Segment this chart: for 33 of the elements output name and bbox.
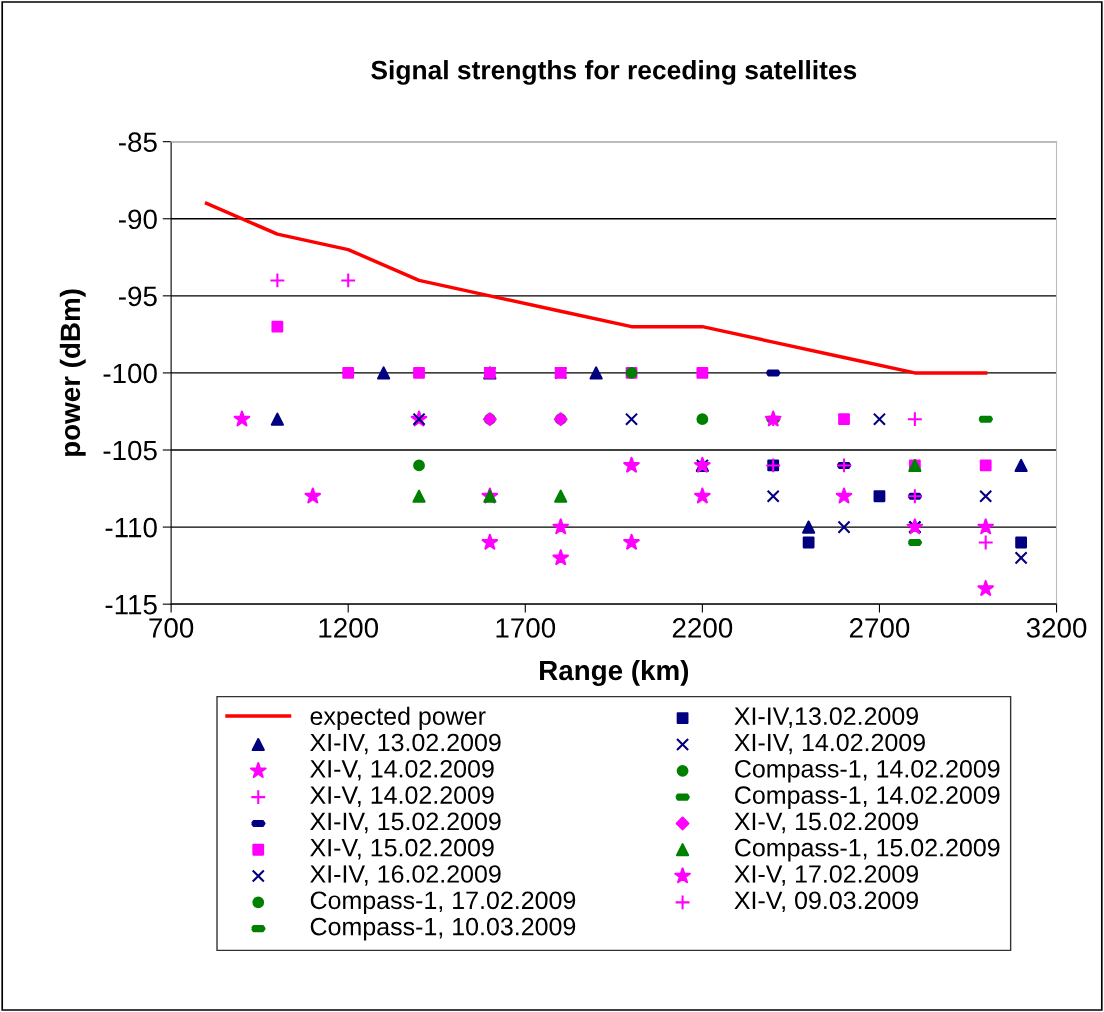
x-tick-label: 1700: [496, 618, 556, 638]
chart-title: Signal strengths for receding satellites: [371, 60, 857, 85]
legend-label: XI-V, 17.02.2009: [734, 865, 918, 886]
legend-label: XI-V, 09.03.2009: [734, 891, 918, 913]
legend-label: XI-V, 15.02.2009: [734, 812, 918, 834]
legend-label: XI-IV,13.02.2009: [734, 707, 918, 728]
legend-label: Compass-1, 17.02.2009: [310, 891, 576, 915]
legend-label: XI-V, 14.02.2009: [310, 786, 494, 807]
x-tick-label: 2200: [672, 618, 733, 638]
legend-label: XI-V, 15.02.2009: [310, 838, 494, 860]
y-tick-label: -85: [119, 132, 157, 153]
y-tick-label: -105: [103, 440, 157, 461]
legend-label: Compass-1, 14.02.2009: [735, 786, 1000, 809]
y-tick-label: -115: [105, 595, 157, 615]
y-tick-label: -100: [103, 363, 157, 384]
y-tick-label: -95: [119, 286, 157, 307]
legend-label: Compass-1, 10.03.2009: [310, 917, 576, 941]
x-tick-label: 1200: [319, 618, 379, 638]
legend-label: Compass-1, 14.02.2009: [735, 759, 1000, 783]
y-tick-label: -90: [119, 209, 157, 230]
x-axis-title: Range (km): [540, 659, 689, 686]
legend-label: XI-IV, 14.02.2009: [734, 733, 925, 755]
legend-label: XI-IV, 15.02.2009: [310, 812, 501, 834]
x-tick-label: 2700: [849, 618, 910, 638]
legend-label: XI-IV, 13.02.2009: [310, 733, 501, 755]
legend-label: Compass-1, 15.02.2009: [735, 838, 1000, 862]
x-tick-label: 3200: [1026, 618, 1087, 638]
legend-label: XI-IV, 16.02.2009: [310, 865, 501, 886]
x-tick-label: 700: [149, 618, 194, 638]
y-axis-title: power (dBm): [59, 289, 86, 456]
y-tick-label: -110: [105, 517, 157, 538]
legend-label: XI-V, 14.02.2009: [310, 759, 494, 781]
legend-label: expected power: [310, 706, 486, 730]
